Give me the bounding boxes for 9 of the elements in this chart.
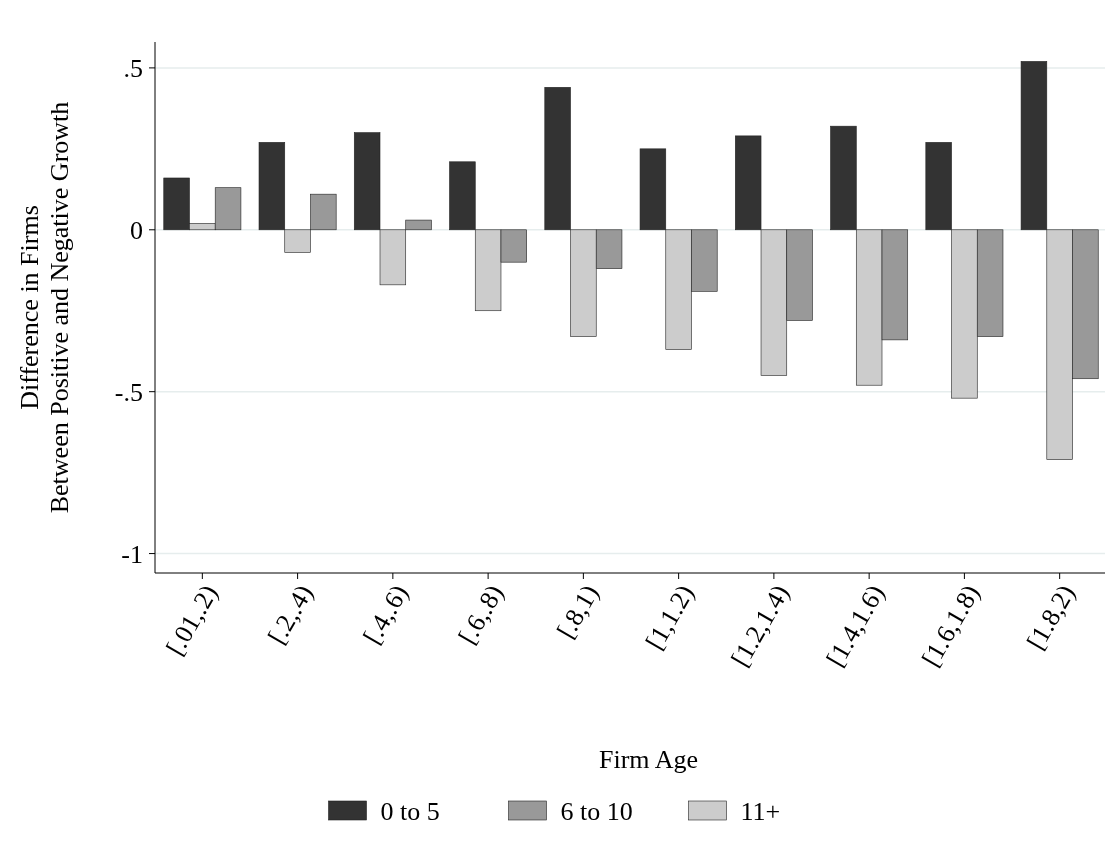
y-tick-label: 0 <box>130 215 143 245</box>
y-axis-title: Difference in Firms Between Positive and Negative Growth <box>15 101 74 514</box>
y-tick-label: -1 <box>121 539 143 569</box>
legend-title: Firm Age <box>599 745 698 774</box>
legend-label: 6 to 10 <box>560 797 633 827</box>
y-tick-label: -.5 <box>114 377 143 407</box>
y-tick-label: .5 <box>123 54 143 83</box>
legend-label: 0 to 5 <box>380 797 440 827</box>
legend-label: 11+ <box>740 797 781 827</box>
